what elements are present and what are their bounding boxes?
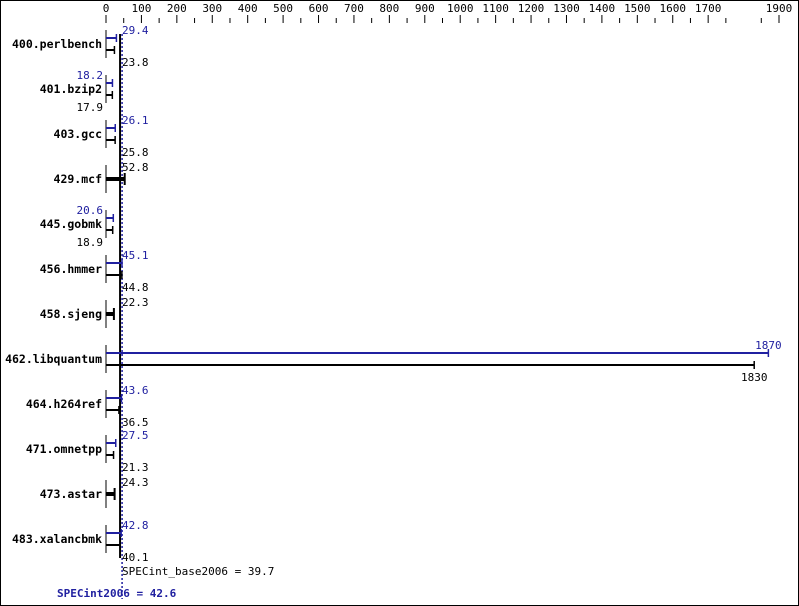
benchmark-label: 403.gcc: [54, 127, 102, 141]
benchmark-label: 429.mcf: [54, 172, 103, 186]
peak-value-label: 26.1: [122, 114, 149, 127]
peak-value-label: 18.2: [77, 69, 104, 82]
x-tick-label: 600: [309, 2, 329, 15]
x-tick-label: 1200: [518, 2, 545, 15]
benchmark-label: 471.omnetpp: [26, 442, 102, 456]
x-tick-label: 500: [273, 2, 293, 15]
base-value-label: 18.9: [77, 236, 104, 249]
base-bar: [106, 177, 125, 181]
x-tick-label: 0: [103, 2, 110, 15]
base-value-label: 17.9: [77, 101, 104, 114]
x-tick-label: 1000: [447, 2, 474, 15]
benchmark-label: 473.astar: [40, 487, 102, 501]
peak-value-label: 29.4: [122, 24, 149, 37]
base-bar: [106, 312, 114, 316]
x-tick-label: 900: [415, 2, 435, 15]
x-tick-label: 1600: [659, 2, 686, 15]
benchmark-label: 464.h264ref: [26, 397, 102, 411]
base-value-label: 44.8: [122, 281, 149, 294]
benchmark-label: 458.sjeng: [40, 307, 102, 321]
benchmark-label: 400.perlbench: [12, 37, 102, 51]
peak-value-label: 1870: [755, 339, 782, 352]
benchmark-label: 445.gobmk: [40, 217, 102, 231]
base-bar: [106, 492, 115, 496]
base-value-label: 36.5: [122, 416, 149, 429]
base-value-label: 23.8: [122, 56, 149, 69]
benchmark-label: 401.bzip2: [40, 82, 102, 96]
x-tick-label: 100: [131, 2, 151, 15]
benchmark-label: 483.xalancbmk: [12, 532, 102, 546]
peak-value-label: 20.6: [77, 204, 104, 217]
base-mean-label: SPECint_base2006 = 39.7: [122, 565, 274, 578]
x-tick-label: 400: [238, 2, 258, 15]
base-value-label: 40.1: [122, 551, 149, 564]
x-tick-label: 1700: [695, 2, 722, 15]
x-tick-label: 800: [379, 2, 399, 15]
base-value-label: 1830: [741, 371, 768, 384]
peak-value-label: 45.1: [122, 249, 149, 262]
benchmark-label: 456.hmmer: [40, 262, 102, 276]
base-value-label: 52.8: [122, 161, 149, 174]
x-tick-label: 1400: [589, 2, 616, 15]
x-tick-label: 1300: [553, 2, 580, 15]
x-tick-label: 1100: [482, 2, 509, 15]
peak-mean-label: SPECint2006 = 42.6: [57, 587, 177, 600]
x-tick-label: 1500: [624, 2, 651, 15]
x-tick-label: 700: [344, 2, 364, 15]
x-tick-label: 1900: [766, 2, 793, 15]
base-value-label: 24.3: [122, 476, 149, 489]
base-value-label: 21.3: [122, 461, 149, 474]
x-tick-label: 200: [167, 2, 187, 15]
base-value-label: 25.8: [122, 146, 149, 159]
base-value-label: 22.3: [122, 296, 149, 309]
peak-value-label: 42.8: [122, 519, 149, 532]
benchmark-label: 462.libquantum: [5, 352, 102, 366]
peak-value-label: 43.6: [122, 384, 149, 397]
x-tick-label: 300: [202, 2, 222, 15]
peak-value-label: 27.5: [122, 429, 149, 442]
